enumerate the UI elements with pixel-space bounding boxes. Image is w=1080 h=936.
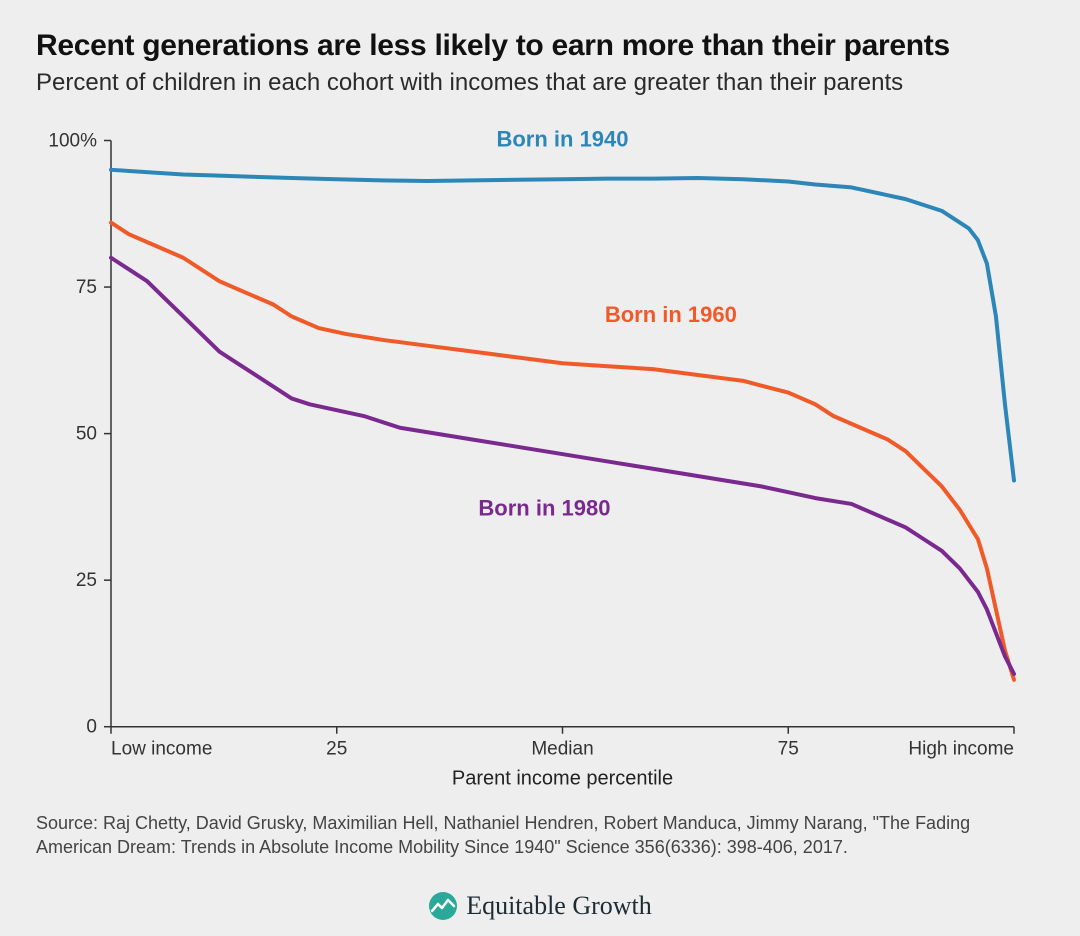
chart-page: Recent generations are less likely to ea… bbox=[0, 0, 1080, 936]
series-label: Born in 1960 bbox=[605, 302, 737, 327]
series-line bbox=[111, 223, 1014, 680]
x-tick-label: Low income bbox=[111, 739, 212, 760]
source-citation: Source: Raj Chetty, David Grusky, Maximi… bbox=[36, 812, 1044, 859]
series-line bbox=[111, 258, 1014, 674]
y-tick-label: 100% bbox=[48, 131, 97, 152]
chart-subtitle: Percent of children in each cohort with … bbox=[36, 68, 1044, 98]
logo-text: Equitable Growth bbox=[466, 891, 652, 921]
series-label: Born in 1940 bbox=[496, 126, 628, 151]
chart-title: Recent generations are less likely to ea… bbox=[36, 28, 1044, 64]
y-tick-label: 25 bbox=[76, 570, 97, 591]
x-tick-label: 75 bbox=[778, 739, 799, 760]
x-tick-label: Median bbox=[531, 739, 593, 760]
logo-icon bbox=[428, 891, 458, 921]
y-tick-label: 75 bbox=[76, 277, 97, 298]
line-chart-svg: 0 25 50 75 100% Low income 25 Median 75 High inco… bbox=[36, 118, 1044, 804]
x-tick-label: 25 bbox=[326, 739, 347, 760]
logo: Equitable Growth bbox=[36, 891, 1044, 921]
x-tick-label: High income bbox=[908, 739, 1014, 760]
chart-area: 0 25 50 75 100% Low income 25 Median 75 High inco… bbox=[36, 118, 1044, 804]
x-axis-title: Parent income percentile bbox=[452, 768, 673, 790]
y-tick-label: 50 bbox=[76, 424, 97, 445]
y-tick-label: 0 bbox=[86, 717, 97, 738]
series-label: Born in 1980 bbox=[478, 496, 610, 521]
